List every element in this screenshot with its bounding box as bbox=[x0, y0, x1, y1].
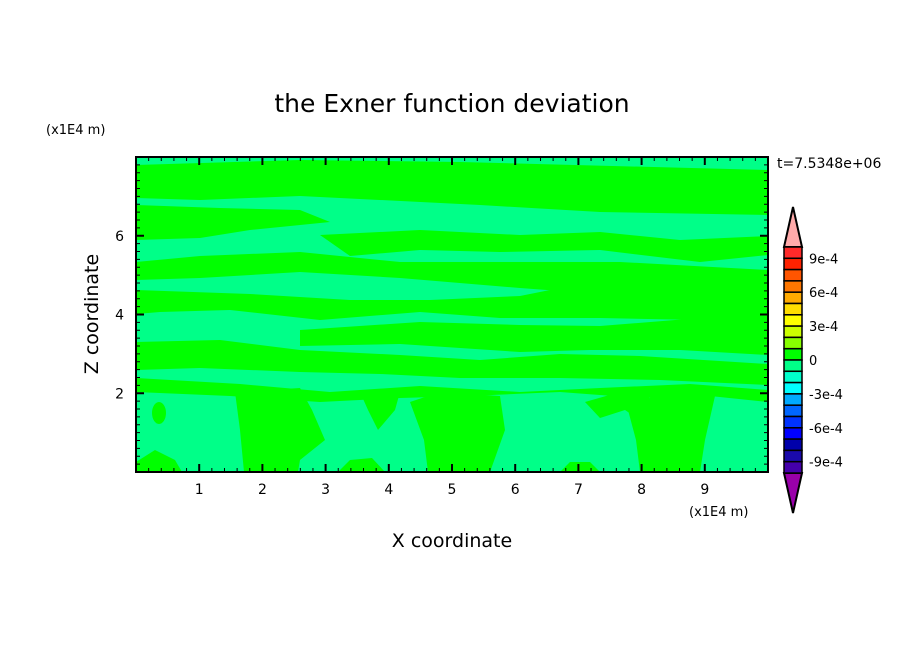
x-tick-label: 8 bbox=[637, 482, 646, 498]
contour-blob bbox=[338, 458, 385, 472]
contour-band bbox=[136, 340, 768, 385]
x-tick-label: 1 bbox=[195, 482, 204, 498]
colorbar-box bbox=[783, 449, 803, 463]
plot-area: 1 2 3 4 5 6 7 8 9 2 4 6 bbox=[115, 156, 769, 498]
contour-band bbox=[320, 230, 768, 262]
colorbar-box bbox=[783, 268, 803, 282]
x-tick-label: 7 bbox=[574, 482, 583, 498]
colorbar: 9e-4 6e-4 3e-4 0 -3e-4 -6e-4 -9e-4 bbox=[782, 206, 843, 514]
contour-bands bbox=[136, 160, 768, 472]
colorbar-box bbox=[783, 460, 803, 474]
contour-band bbox=[136, 160, 768, 215]
x-tick-label: 3 bbox=[321, 482, 330, 498]
y-tick-label: 4 bbox=[115, 308, 124, 324]
axis-ticks: 1 2 3 4 5 6 7 8 9 2 4 6 bbox=[115, 157, 768, 498]
y-tick-label: 6 bbox=[115, 229, 124, 245]
x-tick-label: 2 bbox=[258, 482, 267, 498]
x-tick-label: 9 bbox=[700, 482, 709, 498]
colorbar-box bbox=[783, 381, 803, 395]
colorbar-tick-label: 6e-4 bbox=[809, 286, 838, 301]
x-unit-label: (x1E4 m) bbox=[689, 505, 748, 520]
colorbar-box bbox=[783, 404, 803, 418]
colorbar-box bbox=[783, 291, 803, 305]
colorbar-box bbox=[783, 438, 803, 452]
colorbar-box bbox=[783, 415, 803, 429]
colorbar-box bbox=[783, 359, 803, 373]
colorbar-tick-label: 9e-4 bbox=[809, 252, 838, 267]
x-tick-label: 5 bbox=[448, 482, 457, 498]
colorbar-box bbox=[783, 302, 803, 316]
colorbar-over-triangle bbox=[782, 206, 804, 248]
colorbar-box bbox=[783, 336, 803, 350]
x-tick-label: 4 bbox=[384, 482, 393, 498]
colorbar-tick-label: 3e-4 bbox=[809, 320, 838, 335]
contour-band bbox=[136, 282, 768, 330]
contour-blob bbox=[360, 392, 400, 430]
y-tick-label: 2 bbox=[115, 386, 124, 402]
colorbar-tick-label: -3e-4 bbox=[809, 388, 843, 403]
colorbar-under-triangle bbox=[782, 472, 804, 514]
chart-title: the Exner function deviation bbox=[274, 89, 629, 118]
contour-blob bbox=[410, 392, 505, 472]
colorbar-tick-label: -6e-4 bbox=[809, 422, 843, 437]
time-label: t=7.5348e+06 bbox=[777, 156, 881, 172]
colorbar-box bbox=[783, 393, 803, 406]
colorbar-tick-label: 0 bbox=[809, 354, 817, 369]
colorbar-box bbox=[783, 370, 803, 384]
contour-band bbox=[136, 205, 330, 240]
y-unit-label: (x1E4 m) bbox=[46, 123, 105, 138]
colorbar-box bbox=[783, 427, 803, 440]
contour-blob bbox=[152, 402, 166, 424]
colorbar-box bbox=[783, 347, 803, 361]
colorbar-box bbox=[783, 257, 803, 271]
colorbar-box bbox=[783, 325, 803, 339]
contour-band bbox=[300, 318, 768, 355]
colorbar-box bbox=[783, 246, 803, 260]
x-tick-label: 6 bbox=[511, 482, 520, 498]
colorbar-tick-label: -9e-4 bbox=[809, 456, 843, 471]
contour-blob bbox=[628, 392, 715, 472]
x-axis-label: X coordinate bbox=[392, 530, 512, 552]
contour-blob bbox=[235, 388, 325, 472]
colorbar-box bbox=[783, 280, 803, 293]
y-axis-label: Z coordinate bbox=[81, 254, 103, 374]
contour-blob bbox=[560, 462, 600, 472]
contour-blob bbox=[136, 450, 182, 472]
colorbar-box bbox=[783, 314, 803, 327]
